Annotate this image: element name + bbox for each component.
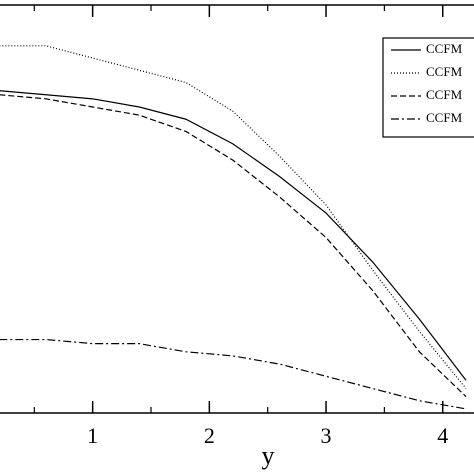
x-axis-label: y bbox=[262, 441, 275, 470]
legend-label: CCFM bbox=[426, 41, 463, 56]
series-line bbox=[0, 90, 467, 381]
x-tick-label: 1 bbox=[87, 423, 98, 448]
x-tick-label: 4 bbox=[437, 423, 448, 448]
legend-label: CCFM bbox=[426, 110, 463, 125]
x-tick-label: 2 bbox=[204, 423, 215, 448]
series-line bbox=[0, 94, 467, 398]
legend-label: CCFM bbox=[426, 64, 463, 79]
x-tick-label: 3 bbox=[321, 423, 332, 448]
series-line bbox=[0, 338, 467, 410]
legend-label: CCFM bbox=[426, 87, 463, 102]
legend-box bbox=[382, 37, 474, 138]
series-line bbox=[0, 45, 467, 389]
